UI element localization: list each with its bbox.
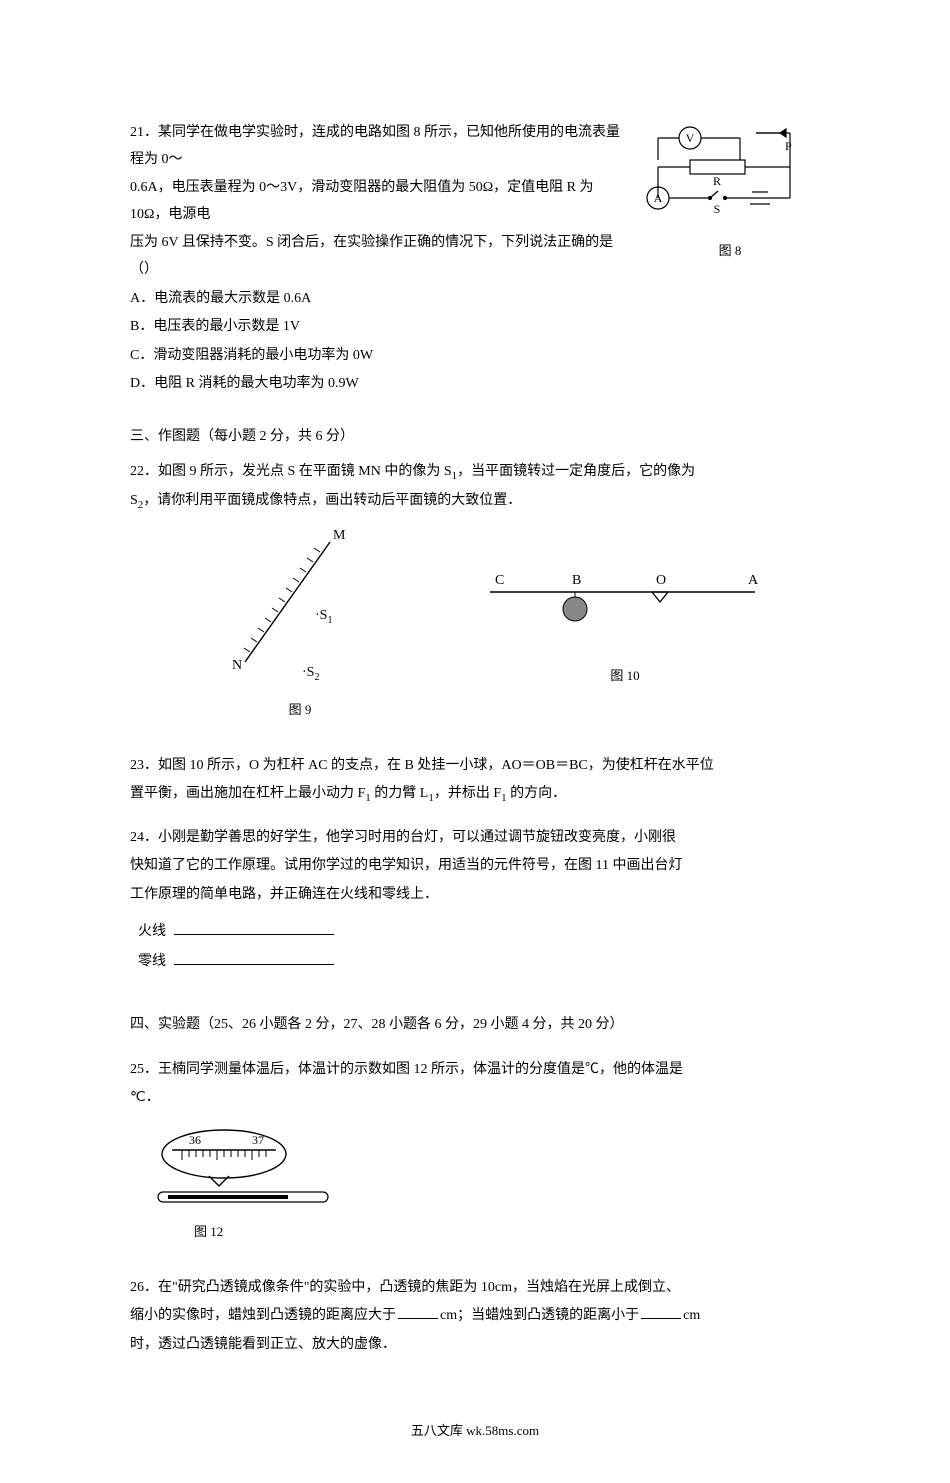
q23-l2b: 的力臂 L bbox=[371, 786, 429, 801]
figure-9-label: 图 9 bbox=[220, 698, 380, 723]
figure-10-label: 图 10 bbox=[480, 664, 770, 689]
section-4-title: 四、实验题（25、26 小题各 2 分，27、28 小题各 6 分，29 小题 … bbox=[130, 1012, 820, 1039]
q26-l2b: cm；当蜡烛到凸透镜的距离小于 bbox=[440, 1308, 639, 1323]
svg-text:·S1: ·S1 bbox=[315, 608, 332, 626]
label-M: M bbox=[333, 528, 346, 543]
figure-9: M N ·S1 ·S2 图 9 bbox=[220, 524, 380, 723]
q23-l2c: ，并标出 F bbox=[434, 786, 501, 801]
svg-text:·S2: ·S2 bbox=[302, 665, 319, 683]
q21-opt-c: C．滑动变阻器消耗的最小电功率为 0W bbox=[130, 343, 820, 370]
q23-l2a: 置平衡，画出施加在杠杆上最小动力 F bbox=[130, 786, 365, 801]
q24-line1: 24．小刚是勤学善思的好学生，他学习时用的台灯，可以通过调节旋钮改变亮度，小刚很 bbox=[130, 825, 820, 852]
section-3-title: 三、作图题（每小题 2 分，共 6 分） bbox=[130, 424, 820, 451]
wires-block: 火线 零线 bbox=[138, 917, 820, 979]
q26-line3: 时，透过凸透镜能看到正立、放大的虚像． bbox=[130, 1332, 820, 1359]
q26-line1: 26．在"研究凸透镜成像条件"的实验中，凸透镜的焦距为 10cm，当烛焰在光屏上… bbox=[130, 1275, 820, 1302]
blank-1 bbox=[398, 1318, 438, 1319]
svg-text:S: S bbox=[714, 202, 721, 216]
label-A: A bbox=[748, 573, 759, 588]
blank-2 bbox=[641, 1318, 681, 1319]
q22-l1b: ，当平面镜转过一定角度后，它的像为 bbox=[457, 464, 695, 479]
question-23: 23．如图 10 所示，O 为杠杆 AC 的支点，在 B 处挂一小球，AO＝OB… bbox=[130, 753, 820, 809]
svg-text:A: A bbox=[654, 191, 663, 205]
q24-line2: 快知道了它的工作原理。试用你学过的电学知识，用适当的元件符号，在图 11 中画出… bbox=[130, 853, 820, 880]
label-O: O bbox=[656, 573, 666, 588]
label-S1: ·S bbox=[315, 608, 327, 623]
page-footer: 五八文库 wk.58ms.com bbox=[130, 1419, 820, 1444]
q25-line1: 25．王楠同学测量体温后，体温计的示数如图 12 所示，体温计的分度值是℃，他的… bbox=[130, 1057, 820, 1084]
q21-opt-d: D．电阻 R 消耗的最大电功率为 0.9W bbox=[130, 371, 820, 398]
live-label: 火线 bbox=[138, 924, 166, 939]
q26-line2: 缩小的实像时，蜡烛到凸透镜的距离应大于 cm；当蜡烛到凸透镜的距离小于 cm bbox=[130, 1303, 820, 1330]
figure-10: C B O A 图 10 bbox=[480, 524, 770, 689]
t36: 36 bbox=[189, 1133, 201, 1147]
figure-8-label: 图 8 bbox=[640, 239, 820, 264]
question-25: 25．王楠同学测量体温后，体温计的示数如图 12 所示，体温计的分度值是℃，他的… bbox=[130, 1057, 820, 1245]
q22-l1a: 22．如图 9 所示，发光点 S 在平面镜 MN 中的像为 S bbox=[130, 464, 452, 479]
label-B: B bbox=[572, 573, 581, 588]
q22-line2: S2，请你利用平面镜成像特点，画出转动后平面镜的大致位置． bbox=[130, 488, 820, 516]
q25-line2: ℃． bbox=[130, 1085, 820, 1112]
label-C: C bbox=[495, 573, 504, 588]
q24-line3: 工作原理的简单电路，并正确连在火线和零线上． bbox=[130, 882, 820, 909]
label-S2: ·S bbox=[302, 665, 314, 680]
q22-l2a: S bbox=[130, 493, 138, 508]
q22-l2b: ，请你利用平面镜成像特点，画出转动后平面镜的大致位置． bbox=[143, 493, 521, 508]
label-N: N bbox=[232, 658, 242, 673]
q23-line1: 23．如图 10 所示，O 为杠杆 AC 的支点，在 B 处挂一小球，AO＝OB… bbox=[130, 753, 820, 780]
svg-text:V: V bbox=[686, 131, 695, 145]
q23-line2: 置平衡，画出施加在杠杆上最小动力 F1 的力臂 L1，并标出 F1 的方向． bbox=[130, 781, 820, 809]
q26-l2c: cm bbox=[683, 1308, 700, 1323]
figure-12: 36 37 图 12 bbox=[144, 1126, 820, 1245]
neutral-label: 零线 bbox=[138, 954, 166, 969]
t37: 37 bbox=[252, 1133, 264, 1147]
neutral-wire-line bbox=[174, 964, 334, 965]
question-21: V R P A S bbox=[130, 120, 820, 398]
figure-12-label: 图 12 bbox=[144, 1220, 820, 1245]
svg-text:R: R bbox=[713, 174, 721, 188]
figures-9-10-row: M N ·S1 ·S2 图 9 C B O A 图 10 bbox=[220, 524, 820, 723]
svg-text:P: P bbox=[785, 139, 792, 153]
question-22: 22．如图 9 所示，发光点 S 在平面镜 MN 中的像为 S1，当平面镜转过一… bbox=[130, 459, 820, 516]
question-24: 24．小刚是勤学善思的好学生，他学习时用的台灯，可以通过调节旋钮改变亮度，小刚很… bbox=[130, 825, 820, 978]
q23-l2d: 的方向． bbox=[507, 786, 567, 801]
q22-line1: 22．如图 9 所示，发光点 S 在平面镜 MN 中的像为 S1，当平面镜转过一… bbox=[130, 459, 820, 487]
q21-opt-a: A．电流表的最大示数是 0.6A bbox=[130, 286, 820, 313]
q26-l2a: 缩小的实像时，蜡烛到凸透镜的距离应大于 bbox=[130, 1308, 396, 1323]
q21-opt-b: B．电压表的最小示数是 1V bbox=[130, 314, 820, 341]
live-wire-line bbox=[174, 934, 334, 935]
question-26: 26．在"研究凸透镜成像条件"的实验中，凸透镜的焦距为 10cm，当烛焰在光屏上… bbox=[130, 1275, 820, 1359]
figure-8: V R P A S bbox=[640, 120, 820, 264]
